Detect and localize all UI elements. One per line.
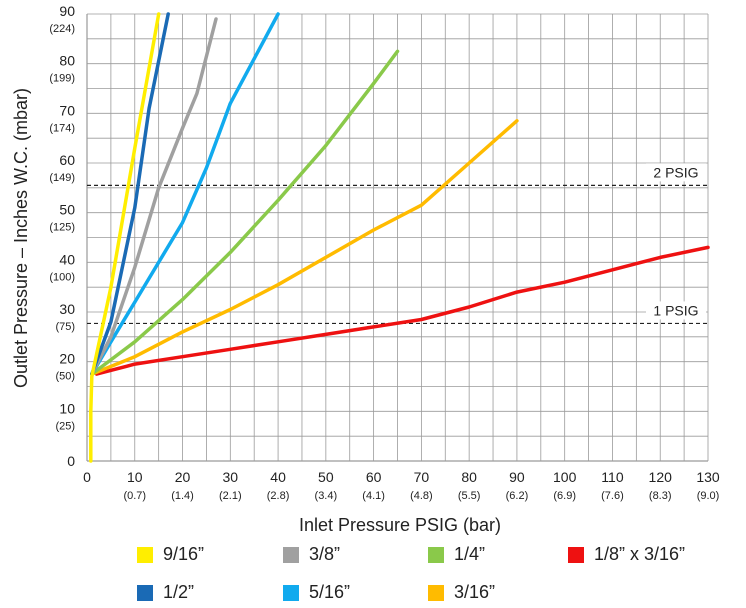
- x-tick-label: 100: [553, 469, 577, 485]
- y-tick-sublabel: (149): [49, 172, 75, 184]
- series-line: [90, 49, 400, 376]
- series-line: [90, 12, 280, 376]
- y-axis-label: Outlet Pressure – Inches W.C. (mbar): [11, 88, 31, 388]
- y-tick-sublabel: (174): [49, 122, 75, 134]
- y-tick-label: 0: [67, 453, 75, 469]
- x-tick-label: 130: [696, 469, 720, 485]
- x-tick-label: 50: [318, 469, 334, 485]
- reference-label: 1 PSIG: [653, 302, 698, 318]
- y-tick-sublabel: (199): [49, 73, 75, 85]
- y-tick-label: 80: [59, 53, 75, 69]
- x-tick-sublabel: (5.5): [458, 490, 481, 502]
- y-tick-label: 10: [59, 400, 75, 416]
- x-tick-label: 60: [366, 469, 382, 485]
- x-tick-label: 40: [270, 469, 286, 485]
- y-tick-label: 90: [59, 3, 75, 19]
- y-tick-label: 50: [59, 202, 75, 218]
- x-tick-sublabel: (3.4): [315, 490, 338, 502]
- x-tick-sublabel: (2.1): [219, 490, 242, 502]
- y-tick-sublabel: (25): [55, 420, 75, 432]
- reference-label-bg: [646, 301, 706, 320]
- x-tick-label: 10: [127, 469, 143, 485]
- x-tick-label: 90: [509, 469, 525, 485]
- x-tick-sublabel: (0.7): [123, 490, 146, 502]
- y-tick-label: 70: [59, 102, 75, 118]
- series-line: [90, 119, 519, 376]
- x-tick-sublabel: (4.8): [410, 490, 433, 502]
- y-tick-sublabel: (125): [49, 222, 75, 234]
- x-tick-label: 0: [83, 469, 91, 485]
- reference-label: 2 PSIG: [653, 164, 698, 180]
- series-line: [90, 12, 170, 376]
- x-tick-labels: 0 10 (0.7) 20 (1.4) 30 (2.1) 40 (2.8) 50 (3.4) 60 (4…: [83, 469, 720, 502]
- x-axis-label: Inlet Pressure PSIG (bar): [299, 515, 501, 535]
- grid: [86, 13, 709, 462]
- x-tick-label: 20: [175, 469, 191, 485]
- y-tick-labels: 0 10 (25) 20 (50) 30 (75) 40 (100) 50 (125) 60 (149)…: [49, 3, 75, 469]
- x-tick-label: 110: [601, 469, 624, 485]
- x-tick-sublabel: (6.2): [506, 490, 529, 502]
- y-tick-label: 40: [59, 251, 75, 267]
- x-tick-sublabel: (7.6): [601, 490, 624, 502]
- series-line: [89, 12, 161, 463]
- x-tick-sublabel: (8.3): [649, 490, 672, 502]
- x-tick-label: 70: [414, 469, 430, 485]
- y-tick-sublabel: (50): [55, 371, 75, 383]
- x-tick-sublabel: (9.0): [697, 490, 720, 502]
- y-tick-sublabel: (75): [55, 321, 75, 333]
- y-tick-label: 60: [59, 152, 75, 168]
- series-line: [90, 17, 218, 376]
- x-tick-sublabel: (1.4): [171, 490, 194, 502]
- x-tick-label: 80: [461, 469, 477, 485]
- series-lines: [89, 12, 710, 463]
- y-tick-sublabel: (100): [49, 271, 75, 283]
- x-tick-sublabel: (6.9): [553, 490, 576, 502]
- y-tick-label: 20: [59, 351, 75, 367]
- y-tick-sublabel: (224): [49, 23, 75, 35]
- series-line: [94, 245, 710, 376]
- x-tick-label: 120: [649, 469, 673, 485]
- x-tick-label: 30: [223, 469, 239, 485]
- reference-label-bg: [646, 163, 706, 182]
- x-tick-sublabel: (4.1): [362, 490, 385, 502]
- x-tick-sublabel: (2.8): [267, 490, 290, 502]
- y-tick-label: 30: [59, 301, 75, 317]
